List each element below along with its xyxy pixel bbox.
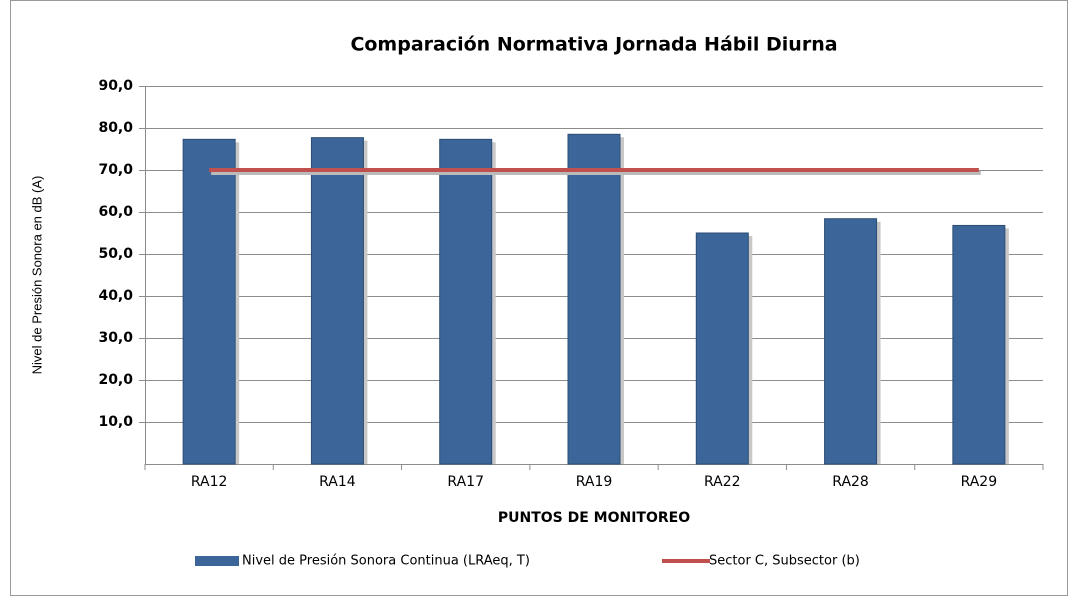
x-tick-label: RA12: [191, 474, 228, 490]
y-tick-label: 70,0: [98, 162, 133, 178]
x-tick-label: RA29: [961, 474, 998, 490]
bar: [439, 138, 493, 465]
x-tick-label: RA28: [832, 474, 869, 490]
legend-label: Nivel de Presión Sonora Continua (LRAeq,…: [242, 554, 530, 569]
bar: [182, 138, 236, 465]
y-tick-label: 10,0: [98, 414, 133, 430]
y-tick-label: 40,0: [98, 288, 133, 304]
chart-title: Comparación Normativa Jornada Hábil Diur…: [350, 34, 837, 56]
bar: [952, 224, 1006, 465]
chart-frame: [10, 0, 1068, 596]
legend-label: Sector C, Subsector (b): [709, 554, 860, 569]
x-axis-title: PUNTOS DE MONITOREO: [498, 510, 690, 526]
y-tick-label: 50,0: [98, 246, 133, 262]
y-tick-label: 90,0: [98, 78, 133, 94]
legend-swatch: [195, 556, 239, 566]
y-tick-label: 30,0: [98, 330, 133, 346]
y-axis-title: Nivel de Presión Sonora en dB (A): [29, 176, 44, 375]
bar: [824, 218, 878, 465]
bar: [567, 133, 621, 465]
bar: [310, 137, 364, 465]
x-tick-label: RA14: [319, 474, 356, 490]
y-tick-label: 60,0: [98, 204, 133, 220]
y-tick-label: 80,0: [98, 120, 133, 136]
y-tick-label: 20,0: [98, 372, 133, 388]
x-tick-label: RA19: [576, 474, 613, 490]
bar: [695, 232, 749, 465]
x-tick-label: RA17: [447, 474, 484, 490]
x-tick-label: RA22: [704, 474, 741, 490]
